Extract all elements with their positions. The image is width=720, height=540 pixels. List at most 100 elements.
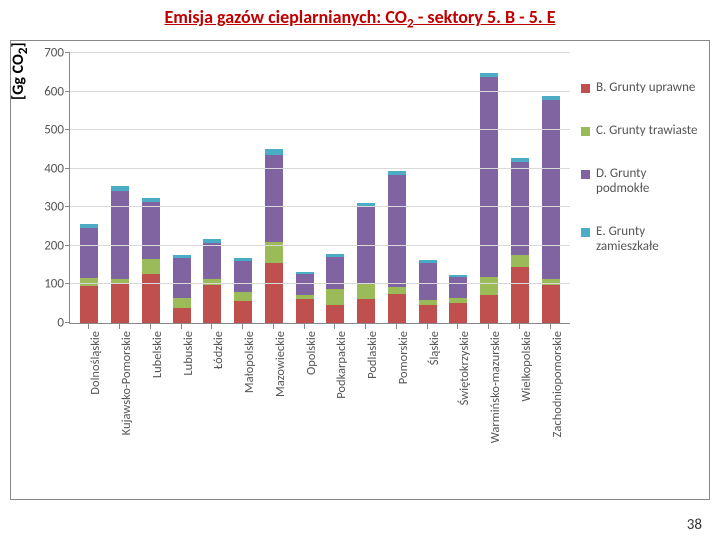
x-tick-label: Zachodniopomorskie bbox=[534, 325, 565, 475]
gridline bbox=[70, 52, 570, 53]
y-tick-label: 400 bbox=[44, 161, 70, 176]
legend-label: B. Grunty uprawne bbox=[596, 81, 695, 96]
x-tick-mark bbox=[334, 324, 335, 329]
y-tick-mark bbox=[65, 168, 70, 169]
legend-swatch bbox=[581, 170, 590, 179]
x-tick-mark bbox=[304, 324, 305, 329]
legend-swatch bbox=[581, 84, 590, 93]
x-axis-labels: DolnośląskieKujawsko-PomorskieLubelskieL… bbox=[69, 325, 569, 475]
bar-segment bbox=[357, 283, 375, 299]
bar-stack bbox=[357, 203, 375, 323]
y-tick-label: 500 bbox=[44, 123, 70, 138]
bar-segment bbox=[173, 258, 191, 297]
gridline bbox=[70, 91, 570, 92]
x-tick-mark bbox=[396, 324, 397, 329]
gridline bbox=[70, 206, 570, 207]
x-tick-mark bbox=[273, 324, 274, 329]
x-tick-label: Mazowieckie bbox=[258, 325, 289, 475]
x-tick-mark bbox=[488, 324, 489, 329]
bar-segment bbox=[357, 299, 375, 323]
x-tick-label: Pomorskie bbox=[381, 325, 412, 475]
x-tick-mark bbox=[88, 324, 89, 329]
y-tick-label: 100 bbox=[44, 277, 70, 292]
bar-segment bbox=[111, 283, 129, 324]
bar-stack bbox=[265, 149, 283, 323]
legend-swatch bbox=[581, 228, 590, 237]
bar-segment bbox=[480, 77, 498, 277]
bar-stack bbox=[296, 272, 314, 323]
bar-segment bbox=[142, 274, 160, 323]
bar-segment bbox=[234, 301, 252, 323]
y-tick-label: 300 bbox=[44, 200, 70, 215]
x-tick-label: Kujawsko-Pomorskie bbox=[104, 325, 135, 475]
x-tick-label: Świętokrzyskie bbox=[442, 325, 473, 475]
chart-container: [Gg CO2] 0100200300400500600700 Dolnoślą… bbox=[10, 40, 710, 500]
legend-label: D. Grunty podmokłe bbox=[596, 167, 701, 197]
bar-segment bbox=[449, 303, 467, 323]
bar-segment bbox=[419, 305, 437, 324]
bar-stack bbox=[173, 255, 191, 323]
x-tick-mark bbox=[119, 324, 120, 329]
bar-stack bbox=[388, 171, 406, 323]
x-tick-mark bbox=[365, 324, 366, 329]
x-tick-label: Opolskie bbox=[288, 325, 319, 475]
y-tick-mark bbox=[65, 206, 70, 207]
bar-segment bbox=[234, 292, 252, 300]
x-tick-mark bbox=[427, 324, 428, 329]
bar-stack bbox=[234, 258, 252, 323]
bar-segment bbox=[419, 263, 437, 300]
bar-stack bbox=[419, 260, 437, 323]
gridline bbox=[70, 129, 570, 130]
bar-segment bbox=[265, 263, 283, 323]
x-tick-label: Podlaskie bbox=[350, 325, 381, 475]
x-tick-mark bbox=[242, 324, 243, 329]
y-tick-label: 600 bbox=[44, 84, 70, 99]
slide-title: Emisja gazów cieplarnianych: CO2 - sekto… bbox=[0, 0, 720, 32]
bar-segment bbox=[142, 259, 160, 274]
y-tick-mark bbox=[65, 283, 70, 284]
bar-segment bbox=[203, 243, 221, 280]
bar-segment bbox=[80, 278, 98, 286]
x-tick-mark bbox=[550, 324, 551, 329]
legend: B. Grunty uprawne C. Grunty trawiaste D. G… bbox=[581, 81, 701, 283]
bar-segment bbox=[480, 277, 498, 296]
legend-item: D. Grunty podmokłe bbox=[581, 167, 701, 197]
bar-segment bbox=[234, 261, 252, 292]
bar-segment bbox=[296, 274, 314, 295]
legend-item: C. Grunty trawiaste bbox=[581, 124, 701, 139]
page-number: 38 bbox=[687, 516, 702, 534]
y-tick-mark bbox=[65, 91, 70, 92]
bar-stack bbox=[449, 275, 467, 323]
legend-item: E. Grunty zamieszkałe bbox=[581, 225, 701, 255]
x-tick-label: Lubelskie bbox=[135, 325, 166, 475]
bar-segment bbox=[142, 202, 160, 259]
gridline bbox=[70, 245, 570, 246]
legend-item: B. Grunty uprawne bbox=[581, 81, 701, 96]
x-tick-mark bbox=[457, 324, 458, 329]
x-tick-mark bbox=[150, 324, 151, 329]
x-tick-label: Łódzkie bbox=[196, 325, 227, 475]
bar-segment bbox=[388, 294, 406, 323]
y-axis-title: [Gg CO2] bbox=[9, 42, 31, 100]
bar-segment bbox=[511, 267, 529, 323]
y-tick-label: 200 bbox=[44, 238, 70, 253]
y-tick-label: 700 bbox=[44, 46, 70, 61]
bar-segment bbox=[173, 308, 191, 323]
bar-stack bbox=[511, 158, 529, 323]
bar-stack bbox=[203, 239, 221, 323]
x-tick-label: Wielkopolskie bbox=[504, 325, 535, 475]
y-tick-mark bbox=[65, 322, 70, 323]
bar-segment bbox=[296, 299, 314, 323]
bar-segment bbox=[326, 289, 344, 304]
gridline bbox=[70, 283, 570, 284]
bar-stack bbox=[480, 73, 498, 323]
slide: Emisja gazów cieplarnianych: CO2 - sekto… bbox=[0, 0, 720, 540]
bar-segment bbox=[80, 286, 98, 323]
y-tick-mark bbox=[65, 245, 70, 246]
x-tick-label: Dolnośląskie bbox=[73, 325, 104, 475]
legend-label: E. Grunty zamieszkałe bbox=[596, 225, 701, 255]
bar-stack bbox=[326, 254, 344, 323]
x-tick-label: Małopolskie bbox=[227, 325, 258, 475]
bar-segment bbox=[449, 277, 467, 298]
bar-segment bbox=[511, 255, 529, 267]
